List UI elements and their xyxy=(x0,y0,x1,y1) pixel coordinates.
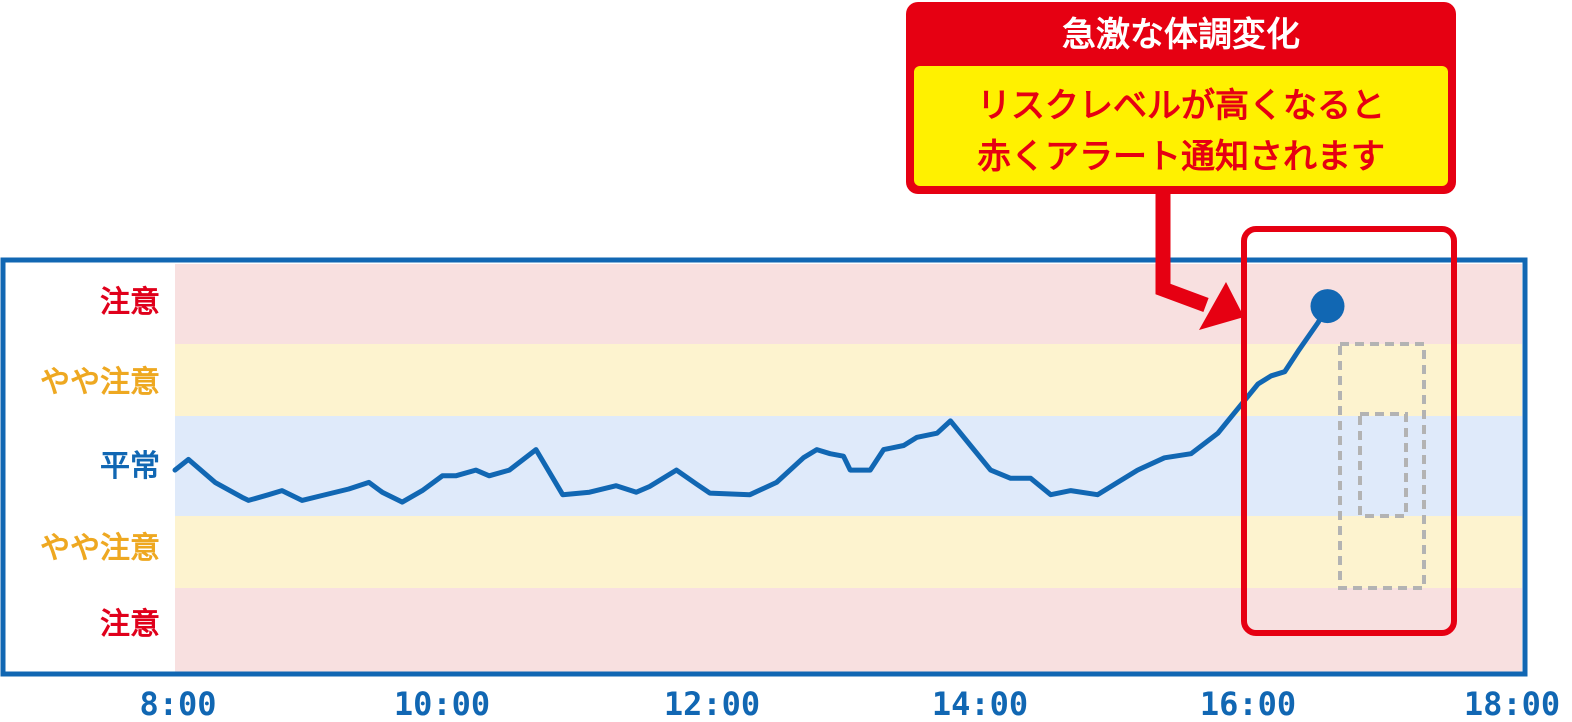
callout-arrow-head xyxy=(1199,282,1244,330)
band-labels: 注意 やや注意 平常 やや注意 注意 xyxy=(40,285,160,642)
band-slight-bottom xyxy=(175,516,1522,588)
x-tick-label: 18:00 xyxy=(1464,685,1560,722)
band-slight-top xyxy=(175,344,1522,416)
x-tick-label: 14:00 xyxy=(932,685,1028,722)
chart-frame xyxy=(0,257,1528,677)
band-label-caution-top: 注意 xyxy=(100,285,160,320)
band-label-caution-bottom: 注意 xyxy=(100,607,160,642)
band-label-normal: 平常 xyxy=(100,449,160,484)
x-tick-label: 16:00 xyxy=(1200,685,1296,722)
x-axis-ticks: 8:00 10:00 12:00 14:00 16:00 18:00 xyxy=(139,685,1560,722)
x-tick-label: 8:00 xyxy=(139,685,216,722)
band-caution-top xyxy=(175,264,1522,344)
alert-highlight-window xyxy=(1241,226,1457,636)
x-tick-label: 12:00 xyxy=(664,685,760,722)
alert-callout: 急激な体調変化 リスクレベルが高くなると 赤くアラート通知されます xyxy=(906,2,1456,194)
band-label-slight-top: やや注意 xyxy=(40,365,160,400)
callout-message-line2: 赤くアラート通知されます xyxy=(977,137,1385,177)
callout-arrow xyxy=(1155,192,1244,330)
band-label-slight-bottom: やや注意 xyxy=(40,531,160,566)
callout-message-line1: リスクレベルが高くなると xyxy=(977,86,1385,126)
dashed-box-inner xyxy=(1358,412,1408,518)
callout-arrow-shaft xyxy=(1155,192,1209,313)
x-tick-label: 10:00 xyxy=(394,685,490,722)
series-end-point xyxy=(1310,289,1345,324)
series-line xyxy=(172,303,1330,505)
callout-message-box xyxy=(914,66,1448,186)
dashed-box-outer xyxy=(1338,342,1426,590)
callout-title: 急激な体調変化 xyxy=(1062,15,1300,55)
